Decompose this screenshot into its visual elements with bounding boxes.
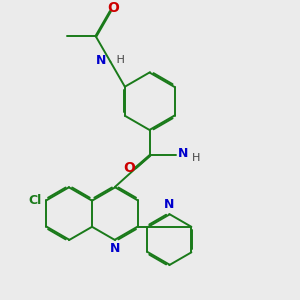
Text: N: N <box>96 54 106 67</box>
Text: N: N <box>164 198 175 211</box>
Text: H: H <box>192 153 200 163</box>
Text: O: O <box>124 161 136 175</box>
Text: O: O <box>107 2 119 15</box>
Text: Cl: Cl <box>28 194 41 207</box>
Text: N: N <box>178 147 188 161</box>
Text: H: H <box>106 55 125 65</box>
Text: N: N <box>110 242 120 255</box>
